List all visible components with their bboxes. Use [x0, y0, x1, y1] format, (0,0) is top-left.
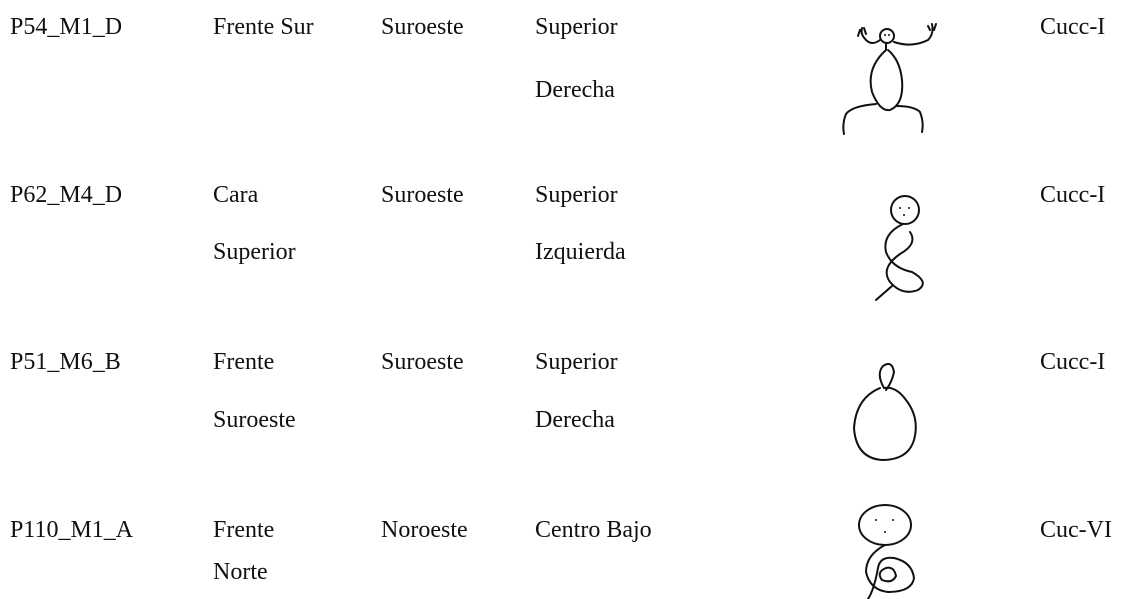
cell-type: Cucc-I: [1040, 349, 1106, 375]
figure-4: [858, 504, 916, 599]
cell-location: Norte: [213, 559, 268, 585]
figure-3: [852, 363, 917, 462]
cell-location: Frente Sur: [213, 14, 314, 40]
cell-id: P54_M1_D: [10, 14, 123, 40]
cell-type: Cuc-VI: [1040, 517, 1112, 543]
cell-position: Izquierda: [535, 239, 626, 265]
cell-orientation: Suroeste: [381, 182, 464, 208]
cell-id: P51_M6_B: [10, 349, 121, 375]
cell-type: Cucc-I: [1040, 182, 1106, 208]
cell-position: Superior: [535, 14, 618, 40]
cell-location: Cara: [213, 182, 259, 208]
cell-location: Frente: [213, 349, 275, 375]
cell-orientation: Suroeste: [381, 14, 464, 40]
cell-type: Cucc-I: [1040, 14, 1106, 40]
cell-location: Suroeste: [213, 407, 296, 433]
cell-id: P62_M4_D: [10, 182, 123, 208]
cell-orientation: Noroeste: [381, 517, 468, 543]
cell-position: Centro Bajo: [535, 517, 652, 543]
cell-position: Superior: [535, 182, 618, 208]
cell-position: Derecha: [535, 407, 615, 433]
cell-location: Superior: [213, 239, 296, 265]
figure-2: [875, 195, 924, 301]
cell-position: Derecha: [535, 77, 615, 103]
cell-orientation: Suroeste: [381, 349, 464, 375]
cell-id: P110_M1_A: [10, 517, 134, 543]
figure-1: [842, 23, 937, 135]
cell-position: Superior: [535, 349, 618, 375]
cell-location: Frente: [213, 517, 275, 543]
